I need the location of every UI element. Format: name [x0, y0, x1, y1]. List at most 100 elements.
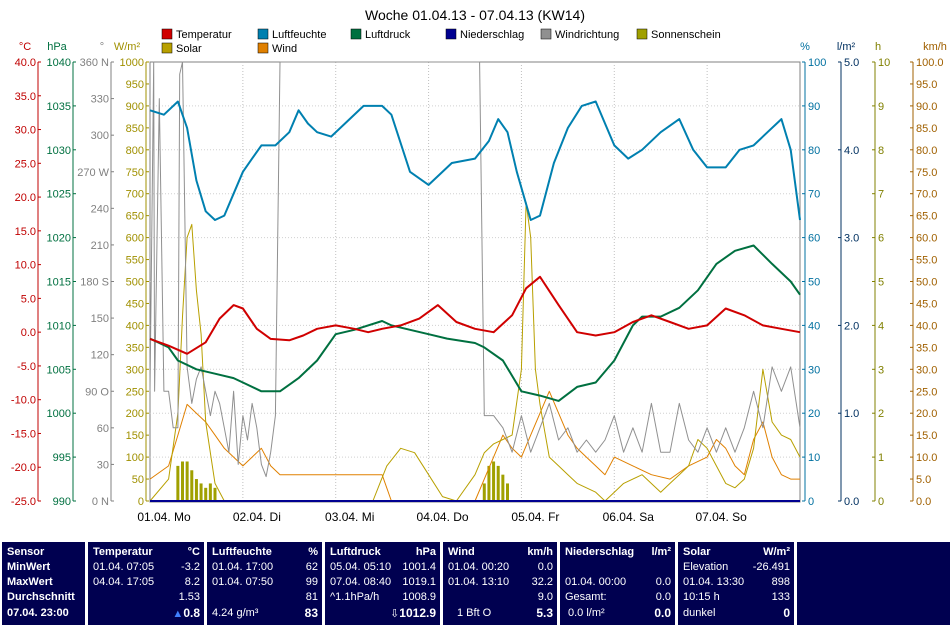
x-tick-label: 05.04. Fr	[511, 510, 559, 524]
tick-label: 1015	[47, 277, 71, 289]
tick-label: 0	[808, 496, 814, 508]
solar-state: dunkel	[683, 607, 716, 619]
tick-label: 5.0	[21, 293, 36, 305]
tick-label: 180 S	[80, 277, 109, 289]
temperature-header: Temperatur	[93, 546, 153, 558]
sunshine-bar	[190, 470, 194, 501]
temperature-min-value: -3.2	[181, 561, 200, 573]
series-line-temperatur	[149, 275, 801, 355]
tick-label: 40	[808, 320, 820, 332]
tick-label: 4	[878, 320, 884, 332]
sensor-row-max: MaxWert	[7, 576, 53, 588]
pressure-max-value: 1019.1	[402, 576, 436, 588]
tick-label: 2.0	[844, 320, 859, 332]
humidity-header: Luftfeuchte	[212, 546, 272, 558]
humidity-average: 81	[305, 591, 318, 603]
series-line-luftdruck	[149, 244, 801, 402]
sensor-date: 07.04. 23:00	[7, 607, 69, 619]
tick-label: 120	[91, 350, 109, 362]
legend-label-2: Luftdruck	[365, 29, 411, 41]
unit-label-1: hPa	[47, 41, 67, 53]
y-axes: 40.035.030.025.020.015.010.05.00.0-5.0-1…	[11, 57, 944, 508]
tick-label: 995	[53, 452, 71, 464]
tick-label: 1020	[47, 233, 71, 245]
tick-label: 50	[132, 474, 144, 486]
tick-label: 150	[91, 313, 109, 325]
legend-swatch-2	[350, 28, 362, 40]
tick-label: 1010	[47, 320, 71, 332]
sunshine-bar	[501, 474, 505, 501]
tick-label: 1040	[47, 57, 71, 69]
sensor-column: Sensor MinWert MaxWert Durchschnitt 07.0…	[2, 542, 85, 625]
humidity-unit: %	[308, 546, 318, 558]
pressure-max-time: 07.04. 08:40	[330, 576, 392, 588]
weather-chart: Woche 01.04.13 - 07.04.13 (KW14) Tempera…	[11, 7, 947, 524]
tick-label: 80	[808, 145, 820, 157]
tick-label: 300	[126, 364, 144, 376]
tick-label: -25.0	[11, 496, 36, 508]
tick-label: 40.0	[15, 57, 36, 69]
tick-label: 500	[126, 277, 144, 289]
unit-label-3: W/m²	[114, 41, 141, 53]
tick-label: 30.0	[916, 364, 937, 376]
tick-label: 1.0	[844, 408, 859, 420]
sunshine-bar	[492, 461, 496, 501]
tick-label: 90 O	[85, 386, 109, 398]
tick-label: 700	[126, 189, 144, 201]
sunshine-bar	[482, 483, 486, 501]
tick-label: 250	[126, 386, 144, 398]
solar-max-time: 01.04. 13:30	[683, 576, 745, 588]
wind-column: Wind km/h 01.04. 00:20 0.0 01.04. 13:10 32.…	[443, 542, 557, 625]
humidity-max-value: 99	[305, 576, 318, 588]
tick-label: 1030	[47, 145, 71, 157]
sunshine-bar	[213, 487, 217, 501]
wind-average: 9.0	[537, 591, 553, 603]
footer-filler	[797, 542, 950, 625]
sunshine-bar	[487, 465, 491, 501]
tick-label: 400	[126, 320, 144, 332]
rain-total-value: 0.0	[655, 591, 671, 603]
rain-total-label: Gesamt:	[565, 591, 607, 603]
tick-label: 0	[878, 496, 884, 508]
x-axis-labels: 01.04. Mo 02.04. Di 03.04. Mi 04.04. Do 05.0…	[137, 510, 747, 524]
solar-column: Solar W/m² Elevation -26.491 01.04. 13:30 8…	[678, 542, 794, 625]
unit-label-0: °C	[19, 41, 31, 53]
tick-label: 10.0	[15, 260, 36, 272]
wind-current: 5.3	[536, 606, 553, 620]
legend-swatch-0	[161, 28, 173, 40]
tick-label: 55.0	[916, 255, 937, 267]
tick-label: 200	[126, 408, 144, 420]
tick-label: 25.0	[916, 386, 937, 398]
x-tick-label: 04.04. Do	[417, 510, 469, 524]
unit-label-6: h	[875, 41, 881, 53]
unit-label-2: °	[100, 41, 104, 53]
legend-label-6: Solar	[176, 43, 202, 55]
tick-label: 3	[878, 364, 884, 376]
legend-label-5: Sonnenschein	[651, 29, 721, 41]
tick-label: 7	[878, 189, 884, 201]
series-line-wind	[149, 390, 800, 502]
rain-max-time: 01.04. 00:00	[565, 576, 627, 588]
series-line-solar	[149, 202, 801, 502]
tick-label: 60	[808, 233, 820, 245]
tick-label: 10.0	[916, 452, 937, 464]
sunshine-bar	[199, 483, 203, 501]
x-tick-label: 07.04. So	[695, 510, 747, 524]
tick-label: 0	[138, 496, 144, 508]
legend-swatch-4	[540, 28, 552, 40]
tick-label: 15.0	[916, 430, 937, 442]
tick-label: 0 N	[92, 496, 109, 508]
tick-label: 20	[808, 408, 820, 420]
wind-header: Wind	[448, 546, 475, 558]
temperature-max-value: 8.2	[184, 576, 200, 588]
tick-label: 90	[808, 101, 820, 113]
series-line-luftfeuchte	[149, 100, 801, 221]
pressure-trend: ^1.1hPa/h	[330, 591, 380, 603]
sunshine-bar	[506, 483, 509, 501]
temperature-average: 1.53	[178, 591, 200, 603]
tick-label: 1035	[47, 101, 71, 113]
tick-label: 1025	[47, 189, 71, 201]
tick-label: 4.0	[844, 145, 859, 157]
tick-label: 1000	[47, 408, 71, 420]
humidity-min-value: 62	[305, 561, 318, 573]
